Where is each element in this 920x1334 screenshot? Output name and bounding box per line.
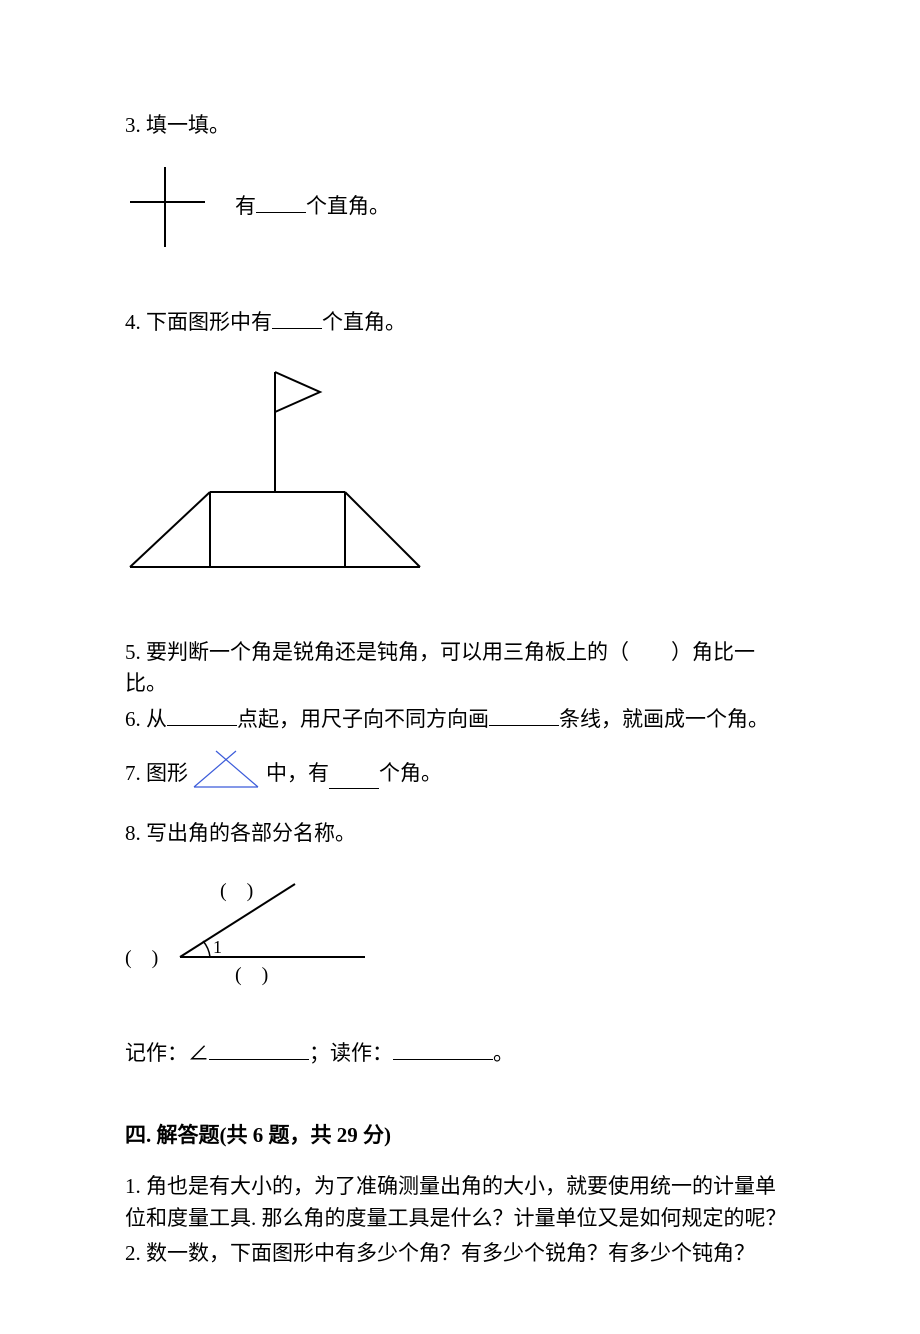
q3-text-post: 个直角。 — [306, 194, 390, 218]
q6-blank-2[interactable] — [489, 704, 559, 726]
q4-line: 4. 下面图形中有 个直角。 — [125, 307, 795, 339]
q8-figure-wrap: ( ) ( ) ( ) 1 — [125, 879, 795, 999]
q6-t2: 点起，用尺子向不同方向画 — [237, 707, 489, 731]
q8-blank-2[interactable] — [393, 1038, 493, 1060]
s4-q1: 1. 角也是有大小的，为了准确测量出角的大小，就要使用统一的计量单位和度量工具.… — [125, 1171, 795, 1234]
q3-text: 有 个直角。 — [235, 191, 390, 223]
q8-l2-t2: ；读作： — [309, 1041, 393, 1065]
q3-text-pre: 有 — [235, 194, 256, 218]
q4-flag-figure — [125, 367, 425, 587]
s4-q2: 2. 数一数，下面图形中有多少个角？有多少个锐角？有多少个钝角？ — [125, 1238, 795, 1270]
q5-gap[interactable] — [629, 640, 671, 664]
q8-line2: 记作：∠ ；读作： 。 — [125, 1038, 795, 1070]
q4-text-pre: 4. 下面图形中有 — [125, 310, 272, 334]
q6-blank-1[interactable] — [167, 704, 237, 726]
q5-text-pre: 5. 要判断一个角是锐角还是钝角，可以用三角板上的（ — [125, 640, 629, 664]
q8-l2-t3: 。 — [493, 1041, 514, 1065]
q8-l2-t1: 记作：∠ — [125, 1041, 209, 1065]
q7-line: 7. 图形 中，有 个角。 — [125, 749, 795, 789]
q8-blank-1[interactable] — [209, 1038, 309, 1060]
svg-text:1: 1 — [213, 937, 222, 957]
q7-triangle-figure — [192, 749, 262, 789]
q5-line: 5. 要判断一个角是锐角还是钝角，可以用三角板上的（ ）角比一比。 — [125, 637, 795, 700]
q3-label: 3. 填一填。 — [125, 110, 795, 142]
q4-figure-wrap — [125, 367, 795, 597]
q7-t3: 个角。 — [379, 758, 442, 790]
q6-t3: 条线，就画成一个角。 — [559, 707, 769, 731]
svg-text:( ): ( ) — [220, 880, 253, 902]
q3-cross-figure — [125, 162, 215, 252]
svg-text:( ): ( ) — [125, 947, 158, 969]
q4-text-post: 个直角。 — [322, 310, 406, 334]
section4-header: 四. 解答题(共 6 题，共 29 分) — [125, 1120, 795, 1152]
q3-figure-row: 有 个直角。 — [125, 162, 795, 252]
q7-blank[interactable] — [329, 767, 379, 789]
svg-text:( ): ( ) — [235, 964, 268, 986]
q6-line: 6. 从 点起，用尺子向不同方向画 条线，就画成一个角。 — [125, 704, 795, 736]
q8-angle-figure: ( ) ( ) ( ) 1 — [125, 879, 385, 989]
q7-t1: 7. 图形 — [125, 758, 188, 790]
q8-label: 8. 写出角的各部分名称。 — [125, 818, 795, 850]
q3-blank[interactable] — [256, 191, 306, 213]
q6-t1: 6. 从 — [125, 707, 167, 731]
q4-blank[interactable] — [272, 307, 322, 329]
q7-t2: 中，有 — [266, 758, 329, 790]
